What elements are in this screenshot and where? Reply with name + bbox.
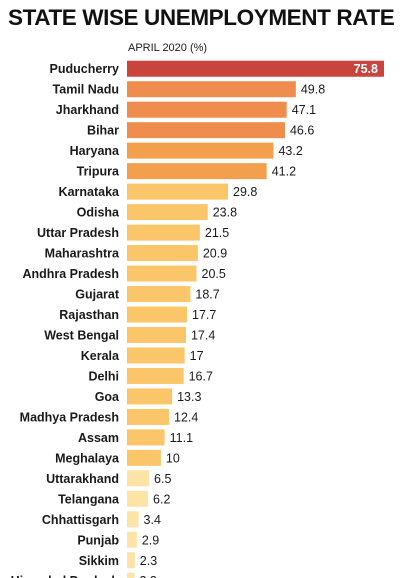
value-label-haryana: 43.2 xyxy=(278,144,302,158)
bar-chhattisgarh xyxy=(127,511,139,528)
bar-punjab xyxy=(127,531,137,548)
value-label-sikkim: 2.3 xyxy=(140,554,157,568)
bar-andhra-pradesh xyxy=(127,265,197,282)
bar-telangana xyxy=(127,490,149,507)
bar-west-bengal xyxy=(127,326,186,343)
bar-assam xyxy=(127,429,165,446)
category-label-meghalaya: Meghalaya xyxy=(55,451,120,465)
bar-tripura xyxy=(127,163,267,180)
category-label-goa: Goa xyxy=(95,390,120,404)
bar-tamil-nadu xyxy=(127,81,296,98)
bar-haryana xyxy=(127,142,274,159)
category-label-karnataka: Karnataka xyxy=(59,185,120,199)
value-label-madhya-pradesh: 12.4 xyxy=(174,410,198,424)
category-label-andhra-pradesh: Andhra Pradesh xyxy=(22,267,119,281)
value-label-maharashtra: 20.9 xyxy=(203,247,227,261)
value-label-telangana: 6.2 xyxy=(153,492,170,506)
value-label-uttar-pradesh: 21.5 xyxy=(205,226,229,240)
category-label-haryana: Haryana xyxy=(70,144,120,158)
category-label-tripura: Tripura xyxy=(77,165,120,179)
value-label-punjab: 2.9 xyxy=(142,533,159,547)
chart-title: STATE WISE UNEMPLOYMENT RATE xyxy=(8,5,395,30)
category-label-bihar: Bihar xyxy=(87,124,119,138)
bar-karnataka xyxy=(127,183,229,200)
category-label-kerala: Kerala xyxy=(81,349,120,363)
bar-maharashtra xyxy=(127,245,198,262)
value-label-tripura: 41.2 xyxy=(272,165,296,179)
category-label-maharashtra: Maharashtra xyxy=(45,247,120,261)
bar-kerala xyxy=(127,347,185,364)
value-label-bihar: 46.6 xyxy=(290,124,314,138)
bar-uttarakhand xyxy=(127,470,150,487)
value-label-tamil-nadu: 49.8 xyxy=(301,83,325,97)
bar-bihar xyxy=(127,122,285,139)
category-label-assam: Assam xyxy=(78,431,119,445)
category-label-uttarakhand: Uttarakhand xyxy=(46,472,119,486)
category-label-odisha: Odisha xyxy=(77,206,120,220)
value-label-puducherry: 75.8 xyxy=(354,62,378,76)
value-label-andhra-pradesh: 20.5 xyxy=(202,267,226,281)
category-label-himachal-pradesh: Himachal Pradesh xyxy=(11,574,119,578)
bar-uttar-pradesh xyxy=(127,224,200,241)
value-label-rajasthan: 17.7 xyxy=(192,308,216,322)
category-label-telangana: Telangana xyxy=(58,492,120,506)
bar-sikkim xyxy=(127,552,135,569)
category-label-sikkim: Sikkim xyxy=(79,554,119,568)
bar-goa xyxy=(127,388,173,405)
value-label-goa: 13.3 xyxy=(177,390,201,404)
value-label-odisha: 23.8 xyxy=(213,206,237,220)
category-label-punjab: Punjab xyxy=(77,533,119,547)
value-label-uttarakhand: 6.5 xyxy=(154,472,171,486)
value-label-delhi: 16.7 xyxy=(189,369,213,383)
category-label-uttar-pradesh: Uttar Pradesh xyxy=(37,226,119,240)
value-label-assam: 11.1 xyxy=(170,431,193,445)
value-label-gujarat: 18.7 xyxy=(195,288,219,302)
value-label-meghalaya: 10 xyxy=(166,451,180,465)
bar-puducherry xyxy=(127,60,384,77)
chart-subtitle: APRIL 2020 (%) xyxy=(128,42,207,54)
category-label-tamil-nadu: Tamil Nadu xyxy=(53,83,119,97)
bar-gujarat xyxy=(127,286,191,303)
value-label-west-bengal: 17.4 xyxy=(191,328,215,342)
category-label-west-bengal: West Bengal xyxy=(44,328,119,342)
value-label-kerala: 17 xyxy=(190,349,204,363)
category-label-madhya-pradesh: Madhya Pradesh xyxy=(20,410,119,424)
category-label-puducherry: Puducherry xyxy=(50,62,120,76)
value-label-himachal-pradesh: 2.2 xyxy=(139,574,156,578)
value-label-jharkhand: 47.1 xyxy=(292,103,316,117)
category-label-rajasthan: Rajasthan xyxy=(59,308,119,322)
value-label-chhattisgarh: 3.4 xyxy=(144,513,161,527)
bar-meghalaya xyxy=(127,449,161,466)
bar-madhya-pradesh xyxy=(127,408,170,425)
bar-rajasthan xyxy=(127,306,188,323)
bar-jharkhand xyxy=(127,101,287,118)
category-label-delhi: Delhi xyxy=(88,369,119,383)
value-label-karnataka: 29.8 xyxy=(233,185,257,199)
category-label-jharkhand: Jharkhand xyxy=(56,103,119,117)
category-label-gujarat: Gujarat xyxy=(75,288,120,302)
bar-delhi xyxy=(127,367,184,384)
category-label-chhattisgarh: Chhattisgarh xyxy=(42,513,119,527)
bar-odisha xyxy=(127,204,208,221)
bar-himachal-pradesh xyxy=(127,572,135,578)
